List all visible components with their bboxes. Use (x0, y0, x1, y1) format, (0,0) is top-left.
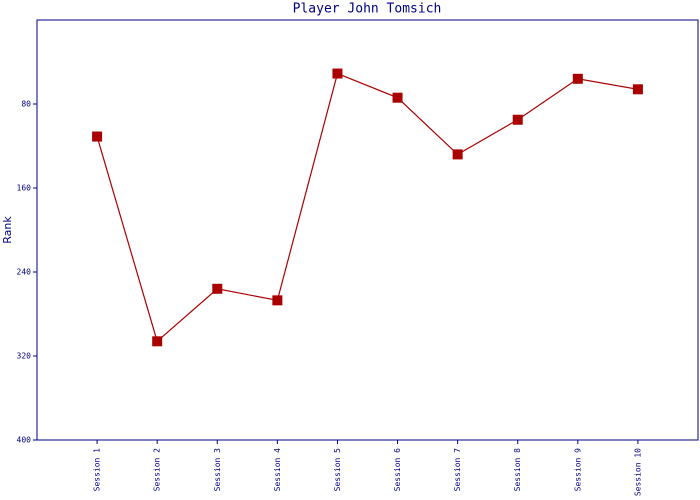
y-tick-label: 80 (21, 100, 31, 109)
marker (452, 149, 463, 160)
y-tick-label: 240 (17, 268, 32, 277)
marker (212, 283, 223, 294)
marker (152, 336, 163, 347)
marker (512, 114, 523, 125)
x-tick-label: Session 6 (393, 448, 402, 492)
x-tick-label: Session 7 (453, 448, 462, 492)
x-tick-label: Session 4 (273, 448, 282, 492)
y-tick-label: 160 (17, 184, 32, 193)
plot-frame (36, 19, 699, 441)
x-tick-label: Session 2 (153, 448, 162, 492)
x-tick-label: Session 5 (333, 448, 342, 492)
y-tick-label: 400 (17, 436, 32, 445)
marker (272, 295, 283, 306)
x-tick-label: Session 10 (633, 448, 642, 496)
x-tick-label: Session 3 (213, 448, 222, 492)
marker (632, 84, 643, 95)
y-axis-label: Rank (1, 216, 14, 244)
x-tick-label: Session 1 (93, 448, 102, 492)
marker (92, 131, 103, 142)
x-tick-label: Session 8 (513, 448, 522, 492)
marker (332, 68, 343, 79)
marker (572, 73, 583, 84)
chart-title: Player John Tomsich (293, 2, 442, 17)
y-tick-label: 320 (17, 352, 32, 361)
x-tick-label: Session 9 (573, 448, 582, 492)
marker (392, 92, 403, 103)
series-line (96, 72, 639, 343)
